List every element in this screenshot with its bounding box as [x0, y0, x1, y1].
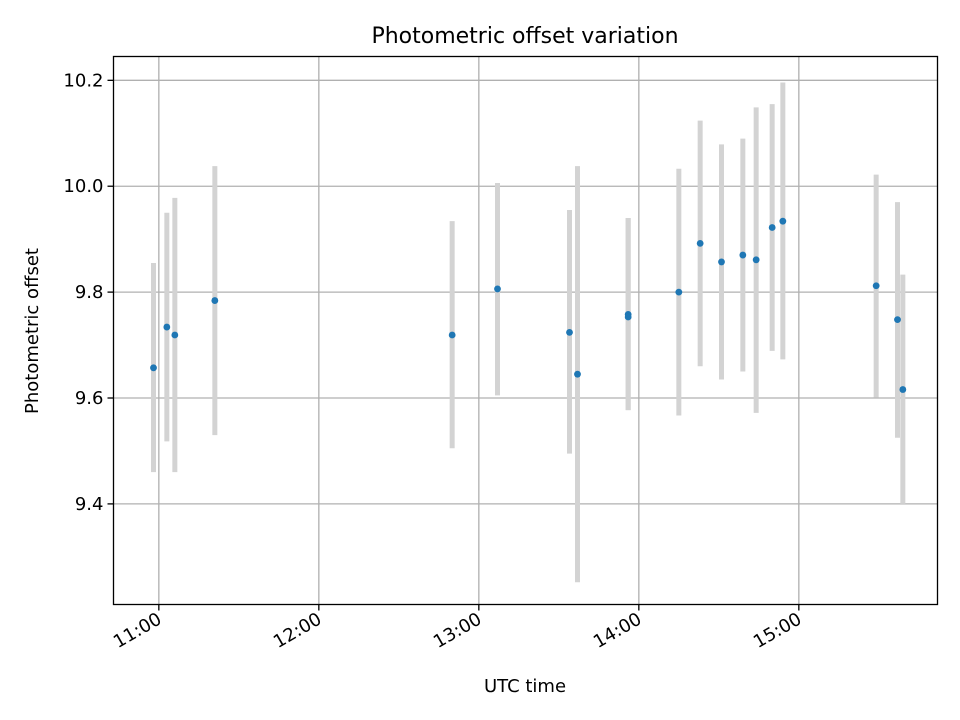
plot-frame	[112, 55, 939, 606]
y-axis-label: Photometric offset	[22, 248, 43, 414]
y-axis: 9.4 9.6 9.8 10.0 10.2	[63, 70, 114, 515]
data-point	[566, 328, 573, 336]
data-point	[894, 316, 901, 324]
data-point	[171, 331, 179, 339]
data-point	[675, 288, 683, 296]
data-point	[872, 282, 880, 290]
data-point	[163, 323, 171, 331]
data-point	[448, 331, 456, 339]
data-point	[899, 386, 907, 393]
data-point	[624, 313, 632, 321]
grid	[113, 56, 938, 605]
y-tick-label: 9.4	[75, 494, 104, 515]
x-axis-label: UTC time	[484, 676, 566, 697]
data-point	[211, 297, 219, 304]
data-point	[768, 224, 776, 231]
data-point	[150, 364, 157, 372]
data-point	[739, 251, 747, 259]
y-tick-label: 9.8	[75, 282, 104, 303]
data-points	[150, 217, 907, 393]
y-tick-label: 10.0	[63, 176, 103, 197]
y-tick-label: 9.6	[75, 388, 104, 409]
y-tick-label: 10.2	[63, 70, 103, 91]
chart-title: Photometric offset variation	[371, 24, 678, 49]
data-point	[574, 370, 581, 378]
data-point	[494, 285, 501, 293]
data-point	[779, 217, 787, 225]
data-point	[752, 256, 760, 264]
data-point	[696, 240, 704, 247]
data-point	[718, 258, 725, 266]
